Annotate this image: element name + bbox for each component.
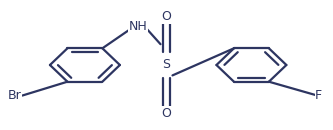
Text: O: O: [162, 107, 171, 120]
Text: NH: NH: [129, 20, 148, 32]
Text: S: S: [163, 58, 170, 72]
Text: Br: Br: [7, 89, 21, 102]
Text: F: F: [315, 89, 322, 102]
Text: O: O: [162, 10, 171, 23]
